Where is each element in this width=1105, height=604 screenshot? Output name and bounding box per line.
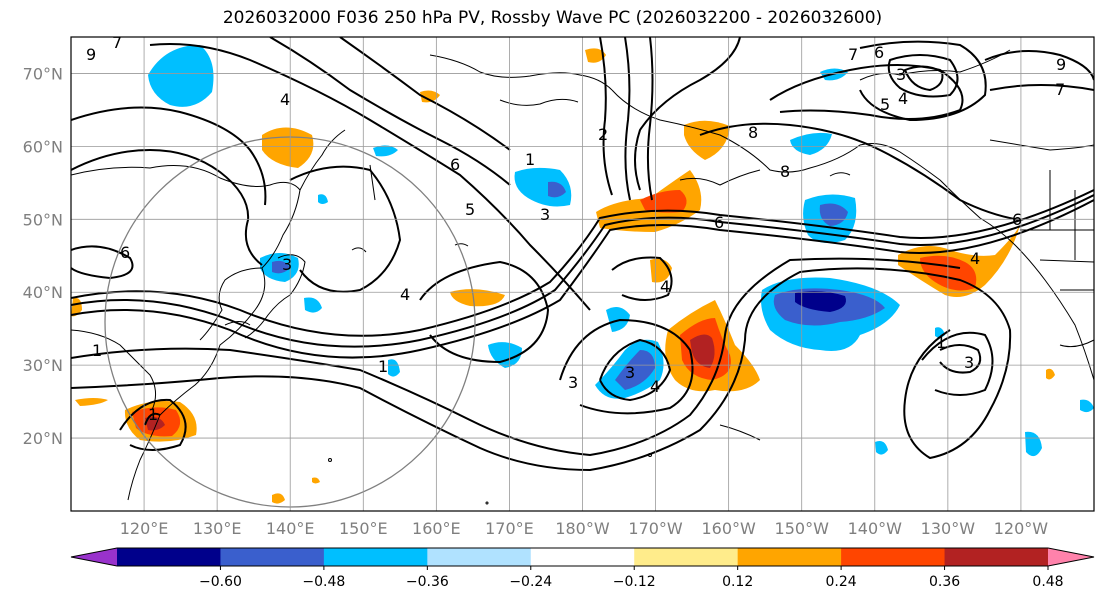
contour-label: 4 — [280, 90, 290, 109]
colorbar-segment — [323, 548, 428, 566]
contour-label: 1 — [525, 150, 535, 169]
colorbar-extend-low — [71, 548, 117, 566]
contour-label: 9 — [1056, 55, 1066, 74]
colorbar-tick-label: 0.12 — [722, 574, 753, 590]
lon-label: 130°W — [921, 519, 976, 538]
contour-label: 5 — [880, 95, 890, 114]
lon-label: 130°E — [193, 519, 242, 538]
colorbar-tick-label: 0.24 — [826, 574, 857, 590]
negative-pc-shading — [148, 45, 1094, 457]
colorbar-segment — [530, 548, 635, 566]
contour-label: 7 — [112, 33, 122, 52]
lon-label: 140°E — [266, 519, 315, 538]
colorbar-extend-high — [1048, 548, 1094, 566]
colorbar-segment — [427, 548, 532, 566]
contour-label: 4 — [970, 249, 980, 268]
colorbar-tick-label: 0.36 — [929, 574, 960, 590]
lat-label: 60°N — [23, 137, 63, 156]
lat-label: 30°N — [23, 356, 63, 375]
figure-title: 2026032000 F036 250 hPa PV, Rossby Wave … — [222, 8, 883, 28]
colorbar-segment — [220, 548, 325, 566]
contour-label: 1 — [92, 341, 102, 360]
contour-label: 7 — [848, 45, 858, 64]
colorbar: −0.60 −0.48 −0.36 −0.24 −0.12 0.12 0.24 0.36 0.4… — [70, 547, 1095, 590]
colorbar-segment — [737, 548, 842, 566]
coastlines — [71, 49, 1094, 505]
contour-label: 3 — [540, 205, 550, 224]
longitude-labels: 120°E 130°E 140°E 150°E 160°E 170°E 180°W 170°W… — [120, 519, 1049, 538]
lon-label: 160°W — [701, 519, 756, 538]
contour-label: 4 — [400, 285, 410, 304]
latitude-labels: 70°N 60°N 50°N 40°N 30°N 20°N — [23, 64, 63, 448]
contour-label: 3 — [896, 65, 906, 84]
lat-label: 40°N — [23, 283, 63, 302]
lon-label: 140°W — [848, 519, 903, 538]
pv-contours — [71, 37, 1094, 472]
contour-label: 8 — [748, 123, 758, 142]
colorbar-tick-label: −0.12 — [613, 574, 656, 590]
colorbar-segment — [841, 548, 946, 566]
contour-label: 4 — [898, 89, 908, 108]
colorbar-segment — [634, 548, 739, 566]
colorbar-outline — [70, 547, 1095, 567]
lat-label: 50°N — [23, 210, 63, 229]
lat-label: 20°N — [23, 429, 63, 448]
lon-label: 170°W — [628, 519, 683, 538]
contour-label: 4 — [660, 277, 670, 296]
contour-label: 3 — [625, 363, 635, 382]
map-frame — [70, 36, 1095, 512]
contour-label: 2 — [598, 125, 608, 144]
lat-label: 70°N — [23, 64, 63, 83]
contour-label: 1 — [936, 333, 946, 352]
contour-label: 9 — [86, 45, 96, 64]
colorbar-tick-label: −0.36 — [406, 574, 449, 590]
lat-lon-grid — [71, 37, 1094, 511]
contour-label: 4 — [650, 377, 660, 396]
contour-label: 3 — [964, 353, 974, 372]
lon-label: 170°E — [485, 519, 534, 538]
contour-label: 6 — [714, 213, 724, 232]
lon-label: 150°W — [775, 519, 830, 538]
contour-label: 5 — [465, 200, 475, 219]
contour-label: 6 — [874, 43, 884, 62]
lon-label: 180°W — [555, 519, 610, 538]
contour-label: 7 — [1055, 80, 1065, 99]
contour-label: 3 — [568, 373, 578, 392]
lon-label: 120°W — [994, 519, 1049, 538]
contour-label: 6 — [120, 243, 130, 262]
lon-label: 150°E — [339, 519, 388, 538]
contour-label: 6 — [1012, 210, 1022, 229]
contour-label: 1 — [378, 357, 388, 376]
colorbar-tick-label: −0.24 — [509, 574, 552, 590]
contour-label: 6 — [450, 155, 460, 174]
lon-label: 160°E — [412, 519, 461, 538]
colorbar-segment — [944, 548, 1049, 566]
colorbar-tick-label: 0.48 — [1032, 574, 1063, 590]
colorbar-tick-label: −0.60 — [199, 574, 242, 590]
contour-label: 3 — [282, 255, 292, 274]
colorbar-segment — [117, 548, 221, 566]
colorbar-tick-label: −0.48 — [302, 574, 345, 590]
contour-labels: 9 7 4 2 5 6 1 3 4 1 3 4 6 3 4 7 8 8 6 5 … — [86, 33, 1066, 424]
lon-label: 120°E — [120, 519, 169, 538]
contour-label: 8 — [780, 162, 790, 181]
contour-label: 1 — [148, 405, 158, 424]
